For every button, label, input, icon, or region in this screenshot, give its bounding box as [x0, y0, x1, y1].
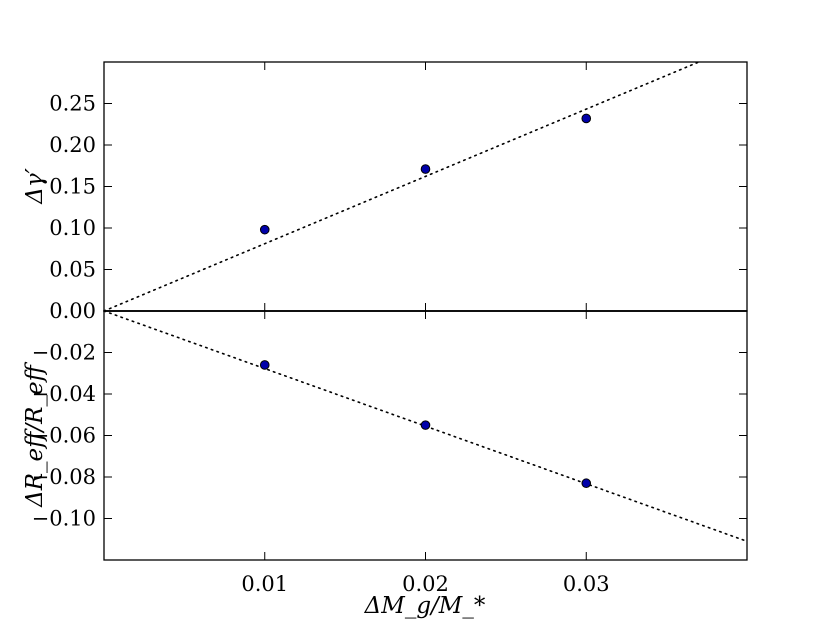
- gamma-ytick-label: 0.10: [49, 216, 96, 240]
- gamma-tick-labels: 0.00 0.05 0.10 0.15 0.20 0.25: [49, 92, 96, 324]
- gamma-ytick-label: 0.00: [49, 299, 96, 323]
- reff-xtick-label: 0.03: [563, 572, 610, 596]
- gamma-y-axis-label: Δγ′: [22, 167, 48, 204]
- gamma-ytick-label: 0.20: [49, 133, 96, 157]
- gamma-ytick-label: 0.15: [49, 175, 96, 199]
- reff-ytick-label: −0.08: [32, 465, 96, 489]
- reff-points: [259, 360, 592, 489]
- gamma-panel: 0.00 0.05 0.10 0.15 0.20 0.25: [49, 61, 748, 324]
- reff-ytick-label: −0.02: [32, 341, 96, 365]
- gamma-ytick-label: 0.25: [49, 92, 96, 116]
- gamma-fit-line: [103, 61, 700, 312]
- reff-data-point: [581, 478, 592, 489]
- reff-y-axis-label: ΔR_eff/R_eff: [22, 361, 48, 508]
- reff-ytick-label: −0.04: [32, 382, 96, 406]
- reff-ticks: [104, 311, 747, 560]
- reff-data-point: [420, 420, 431, 430]
- reff-tick-labels: −0.02 −0.04 −0.06 −0.08 −0.10 0.01 0.02 0.03: [32, 341, 610, 597]
- reff-xtick-label: 0.01: [241, 572, 288, 596]
- reff-data-point: [259, 360, 270, 370]
- gamma-data-point: [581, 113, 592, 124]
- reff-panel: −0.02 −0.04 −0.06 −0.08 −0.10 0.01 0.02 0.03: [32, 310, 748, 597]
- gamma-plot-frame: [103, 61, 748, 312]
- gamma-ytick-label: 0.05: [49, 258, 96, 282]
- gamma-data-point: [259, 224, 270, 235]
- x-axis-label: ΔM_g/M_*: [364, 593, 486, 619]
- reff-ytick-label: −0.06: [32, 424, 96, 448]
- reff-ytick-label: −0.10: [32, 507, 96, 531]
- reff-plot-frame: [103, 310, 748, 561]
- gamma-points: [259, 113, 592, 235]
- reff-xtick-label: 0.02: [402, 572, 449, 596]
- gamma-ticks: [104, 62, 747, 312]
- gamma-data-point: [420, 164, 431, 174]
